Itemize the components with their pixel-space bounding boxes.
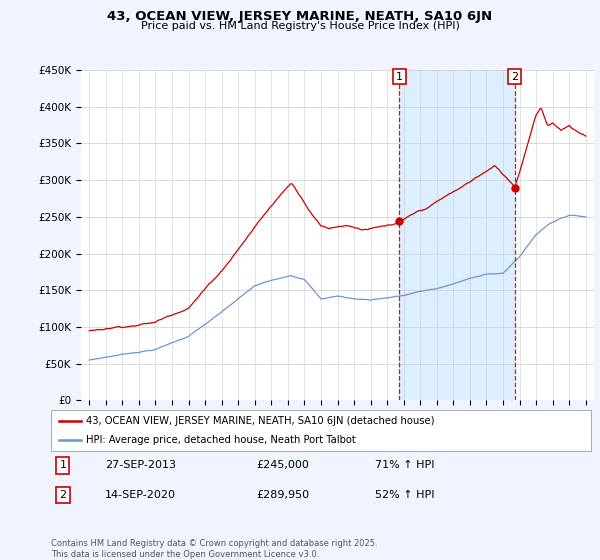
Text: 1: 1 xyxy=(396,72,403,82)
Text: 1: 1 xyxy=(59,460,67,470)
Text: 2: 2 xyxy=(59,490,67,500)
Text: £289,950: £289,950 xyxy=(256,490,310,500)
Text: 2: 2 xyxy=(511,72,518,82)
Text: £245,000: £245,000 xyxy=(256,460,309,470)
Text: 43, OCEAN VIEW, JERSEY MARINE, NEATH, SA10 6JN (detached house): 43, OCEAN VIEW, JERSEY MARINE, NEATH, SA… xyxy=(86,417,434,426)
Text: 27-SEP-2013: 27-SEP-2013 xyxy=(105,460,176,470)
Text: Price paid vs. HM Land Registry's House Price Index (HPI): Price paid vs. HM Land Registry's House … xyxy=(140,21,460,31)
Text: HPI: Average price, detached house, Neath Port Talbot: HPI: Average price, detached house, Neat… xyxy=(86,435,356,445)
Text: 52% ↑ HPI: 52% ↑ HPI xyxy=(375,490,434,500)
Text: 43, OCEAN VIEW, JERSEY MARINE, NEATH, SA10 6JN: 43, OCEAN VIEW, JERSEY MARINE, NEATH, SA… xyxy=(107,10,493,23)
Text: 71% ↑ HPI: 71% ↑ HPI xyxy=(375,460,434,470)
Bar xyxy=(399,70,515,400)
Text: 14-SEP-2020: 14-SEP-2020 xyxy=(105,490,176,500)
Text: Contains HM Land Registry data © Crown copyright and database right 2025.
This d: Contains HM Land Registry data © Crown c… xyxy=(51,539,377,559)
